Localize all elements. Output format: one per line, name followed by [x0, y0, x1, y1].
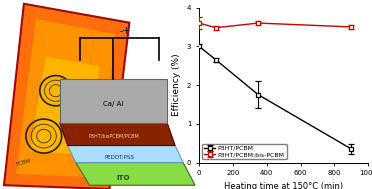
Text: PCBM: PCBM [16, 159, 32, 167]
Legend: P3HT/PCBM, P3HT/PCBM:bis-PCBM: P3HT/PCBM, P3HT/PCBM:bis-PCBM [202, 144, 287, 159]
Polygon shape [76, 163, 195, 185]
Polygon shape [68, 146, 183, 163]
Text: ITO: ITO [117, 175, 130, 180]
Polygon shape [4, 4, 129, 189]
Polygon shape [16, 19, 115, 178]
Text: bisPCBM: bisPCBM [76, 156, 99, 167]
Polygon shape [60, 123, 175, 146]
Y-axis label: Efficiency (%): Efficiency (%) [172, 54, 181, 116]
Polygon shape [30, 57, 100, 155]
Text: -+: -+ [120, 26, 131, 36]
Text: Ca/ Al: Ca/ Al [103, 101, 124, 107]
X-axis label: Heating time at 150°C (min): Heating time at 150°C (min) [224, 182, 343, 189]
Text: P3HT/bisPCBM/PCBM: P3HT/bisPCBM/PCBM [88, 134, 139, 139]
Text: PEDOT:PSS: PEDOT:PSS [105, 155, 134, 160]
Polygon shape [60, 79, 167, 123]
